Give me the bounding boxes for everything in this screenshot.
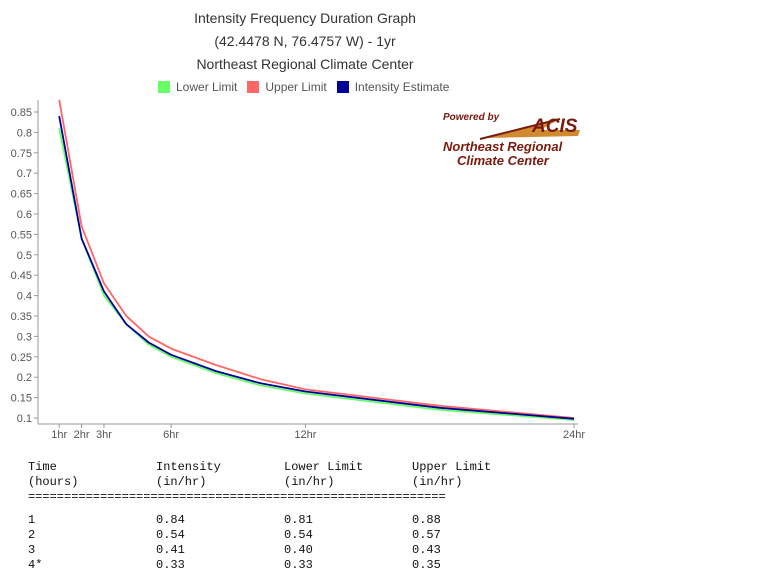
series-line-intensity-estimate — [58, 115, 575, 420]
logo-powered-text: Powered by — [443, 112, 500, 123]
y-tick-label: 0.2 — [17, 372, 32, 384]
logo-acis-text: ACIS — [532, 116, 578, 137]
x-tick-label: 3hr — [96, 429, 112, 441]
chart-titles: Intensity Frequency Duration Graph (42.4… — [0, 7, 610, 76]
y-tick-label: 0.45 — [11, 270, 32, 282]
legend-swatch — [336, 81, 349, 93]
table-cell-upper-limit: 0.35 — [412, 558, 441, 572]
table-header-upper-limit-unit: (in/hr) — [412, 475, 463, 489]
legend-swatch — [247, 81, 260, 93]
acis-swoosh-icon — [479, 118, 580, 140]
table-cell-time: 2 — [28, 528, 36, 542]
acis-logo: Powered by ACIS Northeast Regional Clima… — [440, 110, 590, 170]
table-header-intensity: Intensity — [156, 460, 221, 474]
chart-subtitle-location: (42.4478 N, 76.4757 W) - 1yr — [214, 33, 396, 49]
y-tick-label: 0.65 — [11, 189, 32, 201]
table-cell-lower-limit: 0.40 — [284, 543, 313, 557]
table-header-lower-limit: Lower Limit — [284, 460, 364, 474]
y-tick-label: 0.25 — [11, 352, 32, 364]
legend-label: Upper Limit — [265, 80, 327, 94]
x-tick-label: 6hr — [163, 429, 179, 441]
y-tick-label: 0.3 — [17, 331, 32, 343]
series-line-upper-limit — [58, 99, 575, 419]
table-header-row-1: Time Intensity Lower Limit Upper Limit — [28, 460, 540, 475]
y-tick-label: 0.35 — [11, 311, 32, 323]
series-line-lower-limit — [58, 128, 575, 421]
table-row: 1 0.84 0.81 0.88 — [28, 513, 540, 528]
y-tick-label: 0.6 — [17, 209, 32, 221]
table-header-intensity-unit: (in/hr) — [156, 475, 207, 489]
table-header-row-2: (hours) (in/hr) (in/hr) (in/hr) — [28, 475, 540, 490]
legend-label: Intensity Estimate — [354, 80, 450, 94]
table-separator: ========================================… — [28, 490, 446, 504]
chart-title: Intensity Frequency Duration Graph — [194, 10, 416, 26]
legend-item: Upper Limit — [247, 80, 327, 94]
y-tick-label: 0.55 — [11, 229, 32, 241]
table-cell-intensity: 0.84 — [156, 513, 185, 527]
table-header-time: Time — [28, 460, 57, 474]
table-cell-lower-limit: 0.33 — [284, 558, 313, 572]
table-cell-time: 3 — [28, 543, 36, 557]
table-cell-upper-limit: 0.43 — [412, 543, 441, 557]
idf-line-chart: 0.1 0.15 0.2 0.25 0.3 0.35 0.4 0.45 0.5 0.55 0.6 0.… — [11, 99, 585, 441]
chart-legend: Lower Limit Upper Limit Intensity Estimate — [158, 80, 459, 94]
legend-label: Lower Limit — [176, 80, 238, 94]
x-tick-label: 2hr — [74, 429, 90, 441]
table-cell-upper-limit: 0.57 — [412, 528, 441, 542]
table-cell-time: 4* — [28, 558, 43, 572]
y-tick-label: 0.75 — [11, 148, 32, 160]
legend-item: Intensity Estimate — [336, 80, 450, 94]
y-tick-label: 0.4 — [17, 291, 32, 303]
table-header-time-unit: (hours) — [28, 475, 79, 489]
y-tick-label: 0.85 — [11, 107, 32, 119]
logo-line2-text: Climate Center — [457, 153, 549, 168]
legend-swatch — [158, 81, 170, 93]
table-cell-upper-limit: 0.88 — [412, 513, 441, 527]
y-tick-label: 0.15 — [11, 393, 32, 405]
table-cell-lower-limit: 0.54 — [284, 528, 313, 542]
table-cell-intensity: 0.33 — [156, 558, 185, 572]
x-tick-label: 24hr — [563, 429, 585, 441]
logo-line1-text: Northeast Regional — [443, 139, 563, 154]
idf-data-table: Time Intensity Lower Limit Upper Limit (… — [28, 460, 540, 573]
x-tick-label: 1hr — [51, 429, 67, 441]
y-tick-label: 0.7 — [17, 168, 32, 180]
table-cell-time: 1 — [28, 513, 36, 527]
table-header-lower-limit-unit: (in/hr) — [284, 475, 335, 489]
table-cell-lower-limit: 0.81 — [284, 513, 313, 527]
table-cell-intensity: 0.41 — [156, 543, 185, 557]
x-tick-label: 12hr — [294, 429, 316, 441]
y-tick-label: 0.5 — [17, 250, 32, 262]
chart-subtitle-center: Northeast Regional Climate Center — [196, 56, 414, 72]
y-tick-label: 0.8 — [17, 127, 32, 139]
table-row: 3 0.41 0.40 0.43 — [28, 543, 540, 558]
table-row: 2 0.54 0.54 0.57 — [28, 528, 540, 543]
legend-item: Lower Limit — [158, 80, 237, 94]
table-row: 4* 0.33 0.33 0.35 — [28, 558, 540, 573]
table-cell-intensity: 0.54 — [156, 528, 185, 542]
table-header-upper-limit: Upper Limit — [412, 460, 492, 474]
y-tick-label: 0.1 — [17, 413, 32, 425]
